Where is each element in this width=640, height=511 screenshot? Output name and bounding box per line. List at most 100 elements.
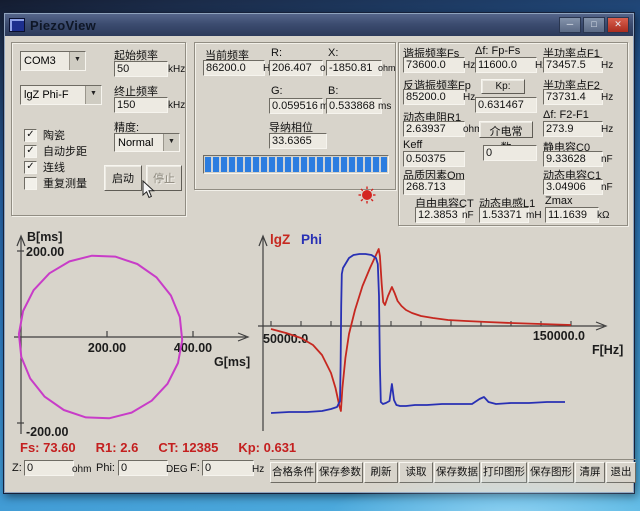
g-label: G: (271, 85, 283, 97)
status-kp: Kp: 0.631 (238, 440, 297, 455)
save-data-button[interactable]: 保存数据 (434, 462, 480, 483)
checkbox-auto-step[interactable]: ✓ 自动步距 (24, 143, 87, 159)
checkbox-icon[interactable] (24, 176, 37, 190)
stop-freq-label: 终止频率 (114, 86, 158, 98)
precision-select[interactable]: Normal ▼ (114, 133, 180, 152)
svg-text:150000.0: 150000.0 (533, 329, 585, 343)
fs-unit: Hz (463, 60, 476, 71)
close-button[interactable]: ✕ (607, 17, 629, 33)
exit-button[interactable]: 退出 (606, 462, 636, 483)
l1-unit: mH (526, 210, 542, 221)
l1-value: 1.53371 (479, 207, 529, 223)
zmax-label: Zmax (545, 195, 573, 207)
checkbox-icon[interactable]: ✓ (24, 128, 37, 142)
checkbox-repeat-measure[interactable]: 重复测量 (24, 175, 87, 191)
r1-value: 2.63937 (403, 121, 465, 137)
phase-value: 33.6365 (269, 133, 327, 149)
read-button[interactable]: 读取 (399, 462, 433, 483)
kp-button[interactable]: Kp: (481, 79, 525, 94)
checkbox-label: 重复测量 (43, 178, 87, 190)
df1-value: 11600.0 (475, 57, 537, 73)
chevron-down-icon[interactable]: ▼ (69, 52, 85, 70)
f-unit: Hz (252, 464, 265, 475)
phase-label: 导纳相位 (269, 122, 313, 134)
piezoview-window: PiezoView ─ □ ✕ COM3 ▼ lgZ Phi-F ▼ 起始频率 … (3, 12, 636, 494)
checkbox-icon[interactable]: ✓ (24, 144, 37, 158)
df1-label: Δf: Fp-Fs (475, 45, 521, 57)
z-input[interactable]: 0 (24, 460, 74, 476)
checkbox-label: 自动步距 (43, 146, 87, 158)
results-panel: 谐振频率Fs 73600.0 Hz Δf: Fp-Fs 11600.0 Hz 半… (398, 42, 628, 226)
checkbox-connect-line[interactable]: ✓ 连线 (24, 159, 65, 175)
c0-value: 9.33628 (543, 151, 603, 167)
checkbox-ceramic[interactable]: ✓ 陶瓷 (24, 127, 65, 143)
precision-label: 精度: (114, 122, 140, 134)
start-freq-input[interactable]: 50 (114, 61, 168, 77)
titlebar[interactable]: PiezoView ─ □ ✕ (5, 14, 633, 36)
dielectric-value[interactable]: 0 (483, 145, 537, 161)
c1-unit: nF (601, 182, 613, 193)
refresh-button[interactable]: 刷新 (364, 462, 398, 483)
df2-value: 273.9 (543, 121, 603, 137)
x-label: X: (328, 47, 339, 59)
f2-value: 73731.4 (543, 89, 603, 105)
svg-text:G[ms]: G[ms] (214, 355, 250, 369)
stop-button[interactable]: 停止 (146, 165, 182, 191)
app-icon (9, 18, 25, 32)
df2-label: Δf: F2-F1 (543, 109, 589, 121)
fp-unit: Hz (463, 92, 476, 103)
save-params-button[interactable]: 保存参数 (317, 462, 363, 483)
mode-select[interactable]: lgZ Phi-F ▼ (20, 85, 102, 105)
chevron-down-icon[interactable]: ▼ (85, 86, 101, 104)
x-value: -1850.81 (326, 60, 382, 76)
chevron-down-icon[interactable]: ▼ (163, 134, 179, 151)
svg-text:F[Hz]: F[Hz] (592, 343, 623, 357)
pass-criteria-button[interactable]: 合格条件 (270, 462, 316, 483)
stop-freq-input[interactable]: 150 (114, 97, 168, 113)
print-graph-button[interactable]: 打印图形 (481, 462, 527, 483)
client-area: COM3 ▼ lgZ Phi-F ▼ 起始频率 50 kHz 终止频率 150 … (6, 36, 636, 491)
zmax-unit: kΩ (597, 210, 610, 221)
checkbox-label: 连线 (43, 162, 65, 174)
maximize-button[interactable]: □ (583, 17, 605, 33)
status-line: Fs: 73.60 R1: 2.6 CT: 12385 Kp: 0.631 (20, 440, 296, 455)
ct-unit: nF (462, 210, 474, 221)
f-input[interactable]: 0 (202, 460, 254, 476)
r1-unit: ohm (463, 124, 483, 135)
impedance-phase-chart: 50000.0 150000.0 F[Hz] lgZ Phi (258, 232, 623, 431)
start-freq-unit: kHz (168, 64, 186, 75)
svg-text:B[ms]: B[ms] (27, 230, 62, 244)
progress-fill (205, 157, 387, 172)
minimize-button[interactable]: ─ (559, 17, 581, 33)
kp-value: 0.631467 (475, 97, 537, 113)
save-graph-button[interactable]: 保存图形 (528, 462, 574, 483)
df1-unit: Hz (535, 60, 548, 71)
com-port-value: COM3 (24, 55, 56, 67)
r-value: 206.407 (269, 60, 323, 76)
com-port-select[interactable]: COM3 ▼ (20, 51, 86, 71)
phi-input[interactable]: 0 (118, 460, 168, 476)
dielectric-button[interactable]: 介电常数 (479, 121, 533, 154)
checkbox-icon[interactable]: ✓ (24, 160, 37, 174)
start-freq-label: 起始频率 (114, 50, 158, 62)
start-button[interactable]: 启动 (104, 165, 142, 191)
admittance-circle-chart: 200.00 400.00 200.00 -200.00 B[ms] G[ms] (14, 230, 250, 439)
b-unit: ms (378, 101, 392, 112)
stop-freq-unit: kHz (168, 100, 186, 111)
keff-label: Keff (403, 139, 423, 151)
clear-screen-button[interactable]: 清屏 (575, 462, 605, 483)
df2-unit: Hz (601, 124, 614, 135)
precision-value: Normal (118, 136, 154, 149)
z-label: Z: (12, 462, 22, 474)
zmax-value: 11.1639 (545, 207, 599, 223)
status-r1: R1: 2.6 (95, 440, 139, 455)
r-label: R: (271, 47, 282, 59)
fp-value: 85200.0 (403, 89, 465, 105)
bottom-bar: Z: 0 ohm Phi: 0 DEG F: 0 Hz 合格条件 保存参数 刷新… (6, 456, 636, 484)
svg-text:400.00: 400.00 (174, 341, 212, 355)
phi-label: Phi: (96, 462, 115, 474)
b-value: 0.533868 (326, 98, 382, 114)
current-freq-label: 当前频率 (205, 50, 249, 62)
window-title: PiezoView (30, 17, 97, 33)
